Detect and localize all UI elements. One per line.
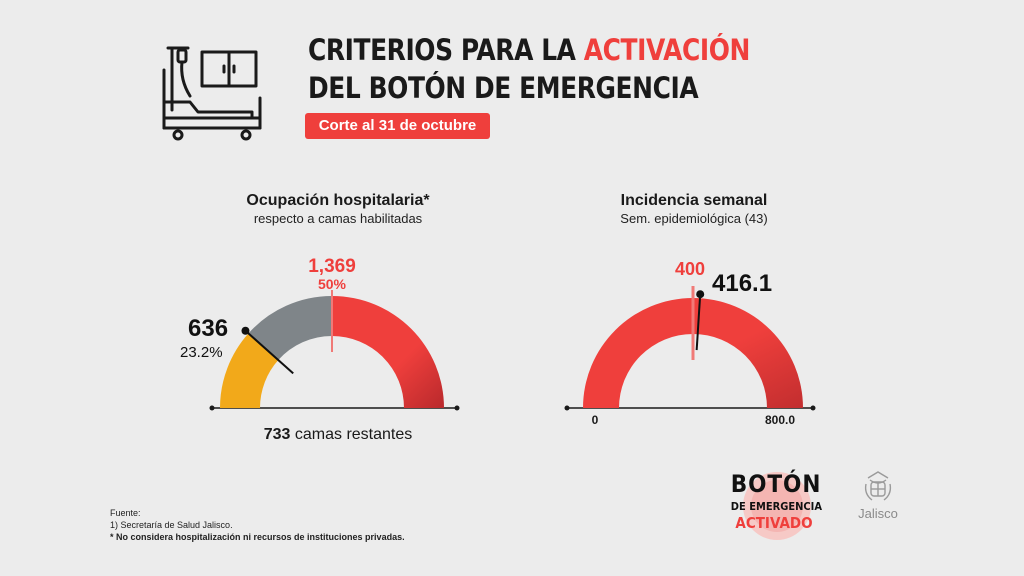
occupancy-used-segment xyxy=(220,333,279,408)
jalisco-coat-of-arms-icon xyxy=(864,471,892,501)
cutoff-date-badge: Corte al 31 de octubre xyxy=(305,113,490,139)
occupancy-used-needle-dot xyxy=(241,326,250,335)
incidence-axis-min-label: 0 xyxy=(591,413,599,427)
incidence-gauge xyxy=(564,286,816,411)
occupancy-used-label: 636 xyxy=(188,315,229,342)
title-text: CRITERIOS PARA LA xyxy=(308,33,584,67)
logo-line-1: BOTÓN xyxy=(730,470,822,498)
source-heading: Fuente: xyxy=(110,508,141,518)
remaining-beds-text: camas restantes xyxy=(294,426,413,443)
occupancy-baseline-start xyxy=(209,405,215,411)
occupancy-chart-subtitle: respecto a camas habilitadas xyxy=(253,211,423,226)
occupancy-available-segment xyxy=(248,296,332,361)
remaining-beds-value: 733 xyxy=(263,426,291,443)
incidence-chart-title: Incidencia semanal xyxy=(620,192,768,209)
page-title-line-2: DEL BOTÓN DE EMERGENCIA xyxy=(308,71,699,105)
incidence-current-label: 416.1 xyxy=(712,270,773,297)
source-item: 1) Secretaría de Salud Jalisco. xyxy=(110,520,233,530)
occupancy-total-pct-label: 50% xyxy=(317,276,347,292)
jalisco-logo: Jalisco xyxy=(842,468,914,528)
incidence-current-needle xyxy=(695,294,702,351)
occupancy-reserve-segment xyxy=(332,296,444,408)
emergency-button-icon xyxy=(743,472,811,540)
occupancy-remaining-label: 733 camas restantes xyxy=(200,426,476,444)
emergency-button-logo: BOTÓN DE EMERGENCIA ACTIVADO xyxy=(726,466,822,546)
incidence-axis-max-label: 800.0 xyxy=(764,413,796,427)
occupancy-used-pct-label: 23.2% xyxy=(180,344,223,361)
incidence-chart-subtitle: Sem. epidemiológica (43) xyxy=(620,211,768,226)
source-footnote: * No considera hospitalización ni recurs… xyxy=(110,532,405,542)
occupancy-baseline-end xyxy=(454,405,460,411)
logo-line-3: ACTIVADO xyxy=(735,514,813,532)
page-title-line-1: CRITERIOS PARA LA ACTIVACIÓN xyxy=(308,32,750,68)
incidence-arc xyxy=(583,298,803,408)
incidence-baseline-start xyxy=(564,405,570,411)
incidence-current-needle-dot xyxy=(696,290,705,299)
title-highlight: ACTIVACIÓN xyxy=(583,33,751,67)
source-notes: Fuente: 1) Secretaría de Salud Jalisco. … xyxy=(110,507,405,543)
hospital-bed-icon xyxy=(162,46,262,141)
logo-line-2: DE EMERGENCIA xyxy=(730,500,823,513)
occupancy-chart-title: Ocupación hospitalaria* xyxy=(246,192,430,209)
incidence-threshold-label: 400 xyxy=(674,259,706,279)
occupancy-gauge xyxy=(209,290,460,411)
occupancy-used-needle xyxy=(244,329,294,375)
incidence-baseline-end xyxy=(810,405,816,411)
occupancy-total-label: 1,369 xyxy=(308,256,356,277)
jalisco-name: Jalisco xyxy=(858,506,898,521)
